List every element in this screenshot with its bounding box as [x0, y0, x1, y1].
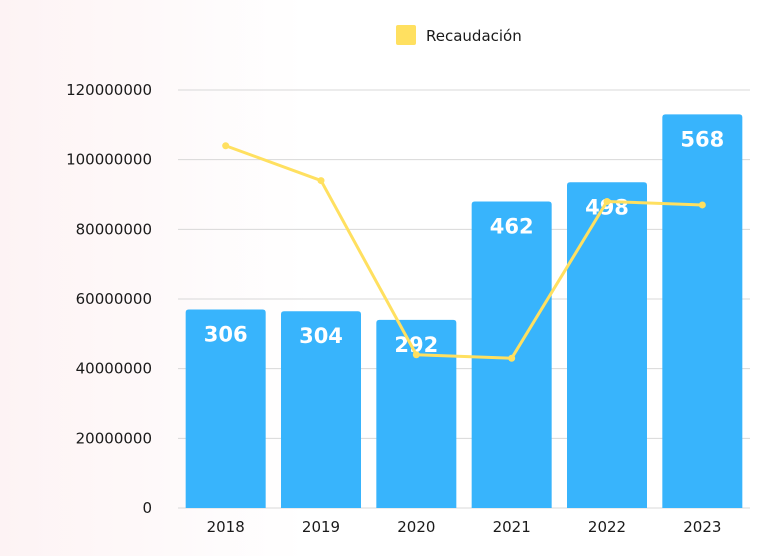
y-tick-label: 100000000: [66, 151, 152, 169]
y-tick-label: 120000000: [66, 81, 152, 99]
bar: [185, 309, 266, 508]
legend-label-recaudacion: Recaudación: [426, 27, 522, 45]
line-point: [603, 197, 611, 205]
bar-data-label: 306: [204, 322, 248, 346]
recaudacion-line: [222, 142, 706, 362]
x-tick-label: 2020: [397, 518, 435, 536]
y-tick-label: 20000000: [76, 429, 152, 447]
y-tick-label: 0: [142, 499, 152, 517]
grid-lines: [178, 89, 750, 509]
line-point: [412, 351, 420, 359]
legend-swatch-recaudacion: [396, 25, 416, 45]
line-point: [508, 354, 516, 362]
x-tick-label: 2021: [493, 518, 531, 536]
line-path: [225, 144, 703, 360]
bar: [281, 311, 361, 508]
bar: [376, 319, 457, 508]
legend: Recaudación: [396, 25, 522, 45]
x-tick-label: 2023: [683, 518, 721, 536]
y-tick-label: 60000000: [76, 290, 152, 308]
line-point: [317, 177, 325, 185]
y-tick-label: 80000000: [76, 220, 152, 238]
line-point: [698, 201, 706, 209]
x-tick-label: 2022: [588, 518, 626, 536]
bar: [662, 114, 743, 508]
x-axis-ticks: 2018 2019 2020 2021 2022 2023: [207, 518, 722, 536]
bars: [185, 114, 743, 508]
bar-data-label: 304: [299, 324, 343, 348]
bar-data-label: 462: [490, 214, 534, 238]
x-tick-label: 2019: [302, 518, 340, 536]
line-point: [222, 142, 230, 150]
x-tick-label: 2018: [207, 518, 245, 536]
y-axis-ticks: 0 20000000 40000000 60000000 80000000 1000000…: [66, 81, 152, 517]
bar: [567, 182, 647, 508]
bar-data-label: 568: [680, 127, 724, 151]
y-tick-label: 40000000: [76, 360, 152, 378]
